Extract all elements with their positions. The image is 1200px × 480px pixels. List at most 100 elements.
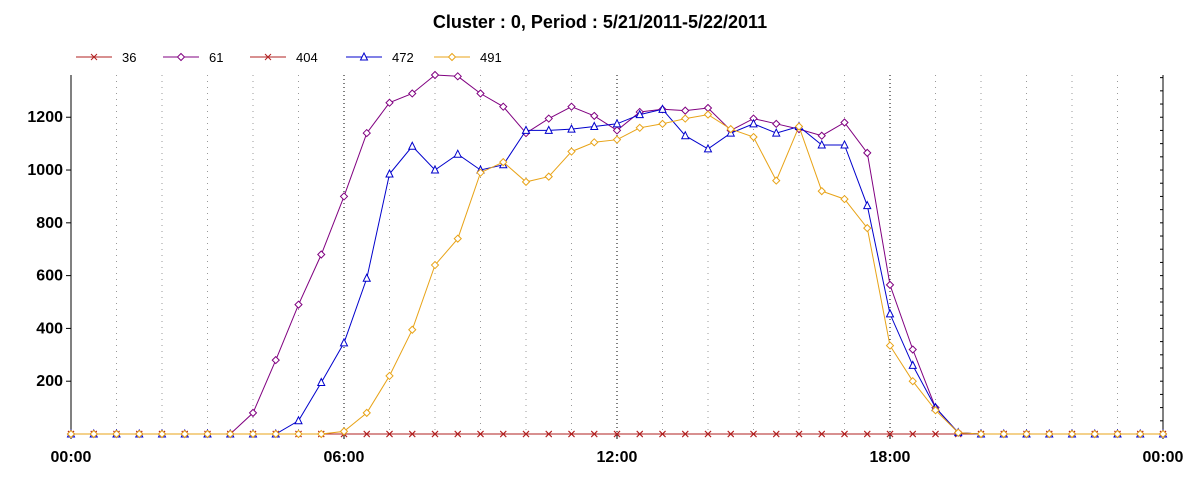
data-point-491 (590, 138, 599, 147)
data-point-61 (271, 355, 280, 365)
data-point-61 (908, 345, 917, 354)
data-point-61 (294, 300, 303, 309)
data-point-472 (407, 141, 417, 150)
data-point-491 (772, 176, 781, 185)
data-point-491 (362, 408, 371, 418)
data-point-404 (590, 430, 598, 438)
data-point-472 (749, 118, 758, 128)
data-point-491 (135, 429, 144, 439)
data-point-491 (1022, 429, 1031, 439)
data-point-472 (294, 415, 303, 425)
data-point-491 (430, 260, 440, 270)
data-point-61 (612, 126, 622, 135)
data-point-404 (886, 430, 894, 438)
data-point-491 (226, 429, 235, 439)
data-point-491 (203, 429, 212, 439)
data-point-491 (567, 147, 576, 156)
data-point-491 (180, 429, 189, 439)
data-point-472 (316, 377, 326, 387)
data-point-404 (499, 430, 507, 438)
data-point-491 (89, 429, 98, 439)
y-tick-label: 1200 (27, 109, 63, 126)
data-point-61 (362, 128, 371, 138)
data-point-491 (726, 124, 735, 134)
data-point-491 (1158, 429, 1168, 439)
x-tick-label: 00:00 (1143, 449, 1184, 466)
data-point-472 (362, 273, 372, 282)
data-point-404 (772, 430, 780, 438)
data-point-404 (659, 430, 666, 438)
data-point-472 (589, 121, 599, 130)
data-point-491 (248, 429, 258, 439)
legend-label-61: 61 (209, 50, 223, 65)
data-point-491 (635, 123, 644, 133)
data-point-491 (157, 429, 167, 439)
data-point-404 (932, 430, 939, 438)
data-point-404 (386, 430, 393, 438)
data-point-61 (567, 102, 576, 111)
data-point-61 (453, 72, 462, 81)
data-point-491 (681, 114, 690, 123)
data-point-472 (385, 168, 394, 178)
data-point-491 (931, 406, 940, 415)
data-point-472 (567, 123, 576, 133)
data-point-404 (909, 430, 917, 438)
data-point-61 (430, 70, 440, 80)
data-point-491 (499, 157, 508, 167)
data-point-61 (885, 280, 895, 290)
data-point-491 (908, 376, 917, 386)
data-point-404 (841, 430, 848, 438)
data-point-472 (817, 139, 827, 149)
data-point-404 (408, 430, 416, 438)
y-tick-label: 600 (36, 268, 63, 285)
data-point-491 (294, 429, 303, 439)
data-point-491 (954, 428, 963, 437)
data-point-404 (795, 430, 803, 438)
data-point-404 (568, 430, 575, 438)
data-point-491 (521, 177, 531, 187)
legend-marker-491 (447, 52, 457, 62)
data-point-404 (613, 430, 621, 438)
y-tick-label: 1000 (27, 162, 63, 179)
data-point-61 (863, 148, 872, 158)
data-point-404 (704, 430, 712, 438)
data-point-472 (521, 125, 531, 134)
data-point-472 (339, 337, 349, 347)
series-line-491 (71, 114, 1163, 435)
data-point-404 (863, 430, 871, 438)
y-tick-label: 200 (36, 373, 63, 390)
data-point-61 (408, 89, 417, 98)
data-point-61 (317, 250, 326, 259)
data-point-491 (408, 325, 417, 334)
data-point-404 (545, 430, 553, 438)
data-point-491 (703, 110, 713, 119)
chart-title: Cluster : 0, Period : 5/21/2011-5/22/201… (432, 12, 768, 32)
data-point-491 (544, 172, 553, 181)
x-tick-label: 18:00 (870, 449, 911, 466)
data-point-61 (499, 102, 508, 111)
data-point-404 (727, 430, 735, 438)
x-tick-label: 00:00 (51, 449, 92, 466)
data-point-404 (522, 430, 530, 438)
x-tick-label: 12:00 (597, 449, 638, 466)
data-point-491 (817, 186, 826, 196)
y-tick-label: 800 (36, 215, 63, 232)
data-point-472 (658, 104, 667, 113)
data-point-472 (612, 118, 622, 128)
legend-marker-36 (90, 53, 98, 61)
data-point-491 (476, 168, 485, 177)
data-point-491 (658, 119, 667, 129)
data-point-472 (908, 360, 918, 369)
data-point-472 (680, 130, 690, 140)
data-point-61 (840, 118, 849, 127)
data-point-61 (544, 114, 553, 123)
data-point-491 (999, 429, 1008, 439)
data-point-404 (818, 430, 826, 438)
data-point-61 (772, 119, 781, 129)
data-point-61 (339, 192, 349, 201)
data-point-61 (248, 408, 258, 418)
data-point-491 (66, 429, 76, 439)
data-point-491 (453, 234, 462, 243)
